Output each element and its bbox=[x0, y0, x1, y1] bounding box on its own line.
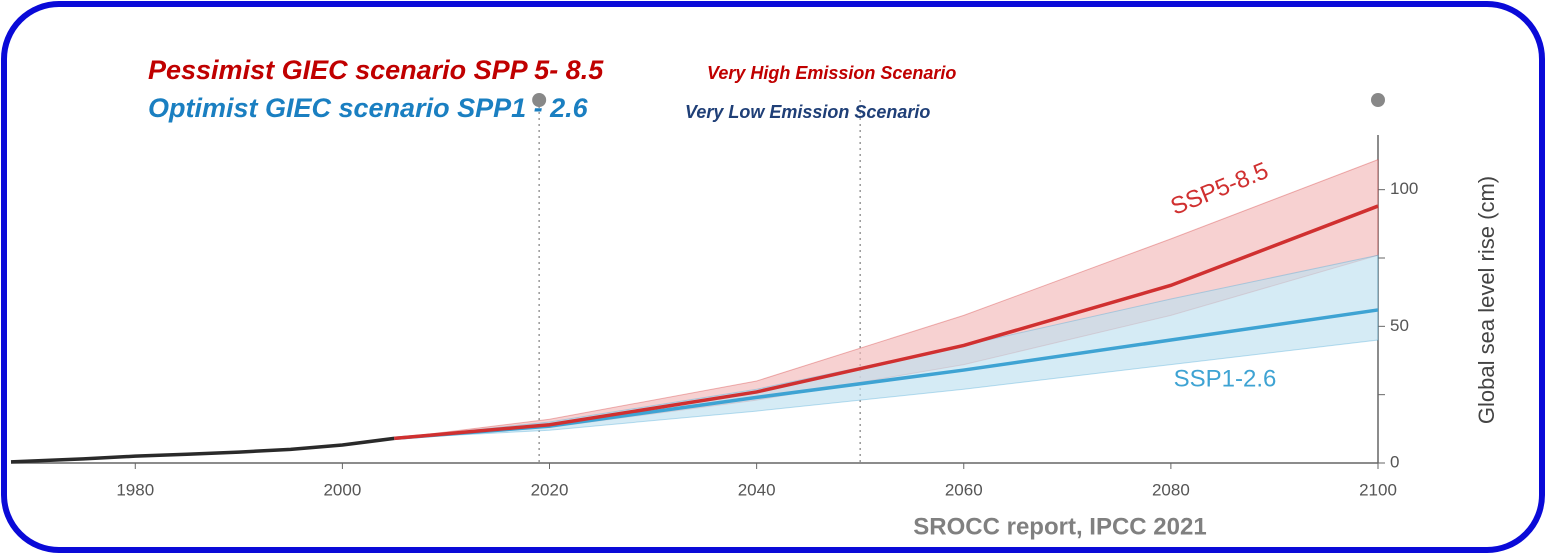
y-axis-label: Global sea level rise (cm) bbox=[1474, 176, 1499, 424]
y-tick-label: 50 bbox=[1390, 316, 1409, 335]
marker-dot bbox=[1371, 93, 1385, 107]
series-label: SSP1-2.6 bbox=[1174, 365, 1277, 392]
x-tick-label: 2100 bbox=[1359, 480, 1397, 499]
title: Pessimist GIEC scenario SPP 5- 8.5 bbox=[148, 55, 604, 85]
subtitle-note: Very Low Emission Scenario bbox=[685, 102, 930, 122]
source: SROCC report, IPCC 2021 bbox=[913, 513, 1206, 540]
y-tick-label: 0 bbox=[1390, 452, 1399, 471]
x-tick-label: 2020 bbox=[531, 480, 569, 499]
x-tick-label: 2040 bbox=[738, 480, 776, 499]
x-tick-label: 2060 bbox=[945, 480, 983, 499]
plot: 1980 2000 2020 2040 2060 2080 2100050100SSP5-8… bbox=[10, 93, 1418, 499]
series-line bbox=[394, 204, 1379, 441]
x-tick-label: 1980 bbox=[116, 480, 154, 499]
title-note: Very High Emission Scenario bbox=[707, 63, 956, 83]
x-tick-label: 2080 bbox=[1152, 480, 1190, 499]
subtitle: Optimist GIEC scenario SPP1 - 2.6 bbox=[148, 93, 589, 123]
marker-dot bbox=[532, 93, 547, 107]
history-line bbox=[10, 436, 395, 464]
x-tick-label: 2000 bbox=[323, 480, 361, 499]
uncertainty-band bbox=[394, 254, 1379, 439]
y-tick-label: 100 bbox=[1390, 179, 1418, 198]
